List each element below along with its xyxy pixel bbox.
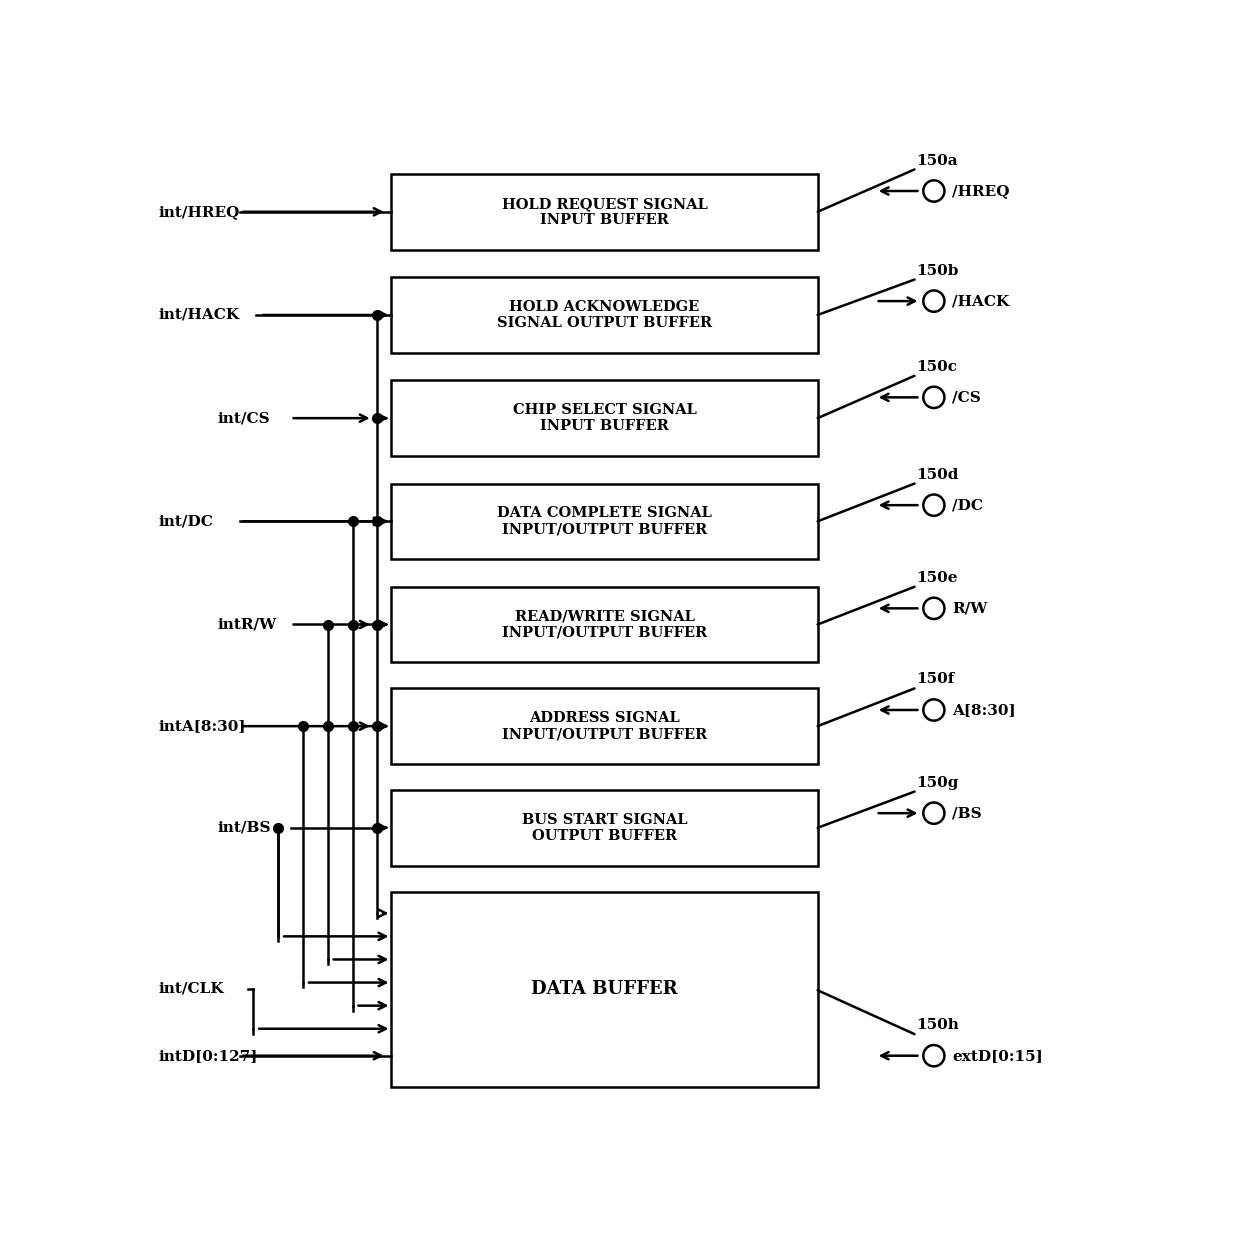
Circle shape	[924, 598, 945, 619]
Text: DATA BUFFER: DATA BUFFER	[531, 980, 678, 998]
Text: intA[8:30]: intA[8:30]	[159, 720, 247, 733]
Bar	[392, 790, 817, 866]
Text: int/DC: int/DC	[159, 515, 213, 528]
Circle shape	[924, 180, 945, 201]
Bar	[392, 688, 817, 764]
Circle shape	[924, 803, 945, 824]
Bar	[392, 483, 817, 559]
Circle shape	[924, 386, 945, 408]
Text: HOLD REQUEST SIGNAL
INPUT BUFFER: HOLD REQUEST SIGNAL INPUT BUFFER	[501, 196, 708, 226]
Text: int/HREQ: int/HREQ	[159, 205, 241, 219]
Bar	[392, 380, 817, 455]
Text: /HREQ: /HREQ	[952, 184, 1009, 198]
Text: 150g: 150g	[916, 776, 959, 790]
Text: BUS START SIGNAL
OUTPUT BUFFER: BUS START SIGNAL OUTPUT BUFFER	[522, 813, 687, 843]
Text: 150d: 150d	[916, 468, 959, 482]
Text: /HACK: /HACK	[952, 294, 1009, 308]
Bar	[392, 892, 817, 1087]
Circle shape	[924, 699, 945, 721]
Text: /DC: /DC	[952, 498, 983, 512]
Text: 150a: 150a	[916, 153, 959, 167]
Text: DATA COMPLETE SIGNAL
INPUT/OUTPUT BUFFER: DATA COMPLETE SIGNAL INPUT/OUTPUT BUFFER	[497, 506, 712, 536]
Text: 150c: 150c	[916, 360, 957, 374]
Text: HOLD ACKNOWLEDGE
SIGNAL OUTPUT BUFFER: HOLD ACKNOWLEDGE SIGNAL OUTPUT BUFFER	[497, 299, 712, 330]
Text: int/CS: int/CS	[217, 411, 269, 425]
Text: intD[0:127]: intD[0:127]	[159, 1049, 258, 1063]
Text: 150f: 150f	[916, 673, 955, 687]
Bar	[392, 174, 817, 249]
Text: A[8:30]: A[8:30]	[952, 703, 1016, 717]
Text: extD[0:15]: extD[0:15]	[952, 1049, 1043, 1063]
Text: ADDRESS SIGNAL
INPUT/OUTPUT BUFFER: ADDRESS SIGNAL INPUT/OUTPUT BUFFER	[502, 711, 707, 741]
Text: R/W: R/W	[952, 601, 987, 615]
Text: int/CLK: int/CLK	[159, 981, 224, 996]
Text: intR/W: intR/W	[217, 618, 277, 632]
Text: int/HACK: int/HACK	[159, 308, 241, 322]
Bar	[392, 586, 817, 662]
Circle shape	[924, 291, 945, 312]
Bar	[392, 277, 817, 352]
Text: /CS: /CS	[952, 390, 981, 404]
Text: 150b: 150b	[916, 264, 959, 278]
Text: 150h: 150h	[916, 1018, 960, 1033]
Text: READ/WRITE SIGNAL
INPUT/OUTPUT BUFFER: READ/WRITE SIGNAL INPUT/OUTPUT BUFFER	[502, 609, 707, 639]
Circle shape	[924, 1045, 945, 1067]
Text: 150e: 150e	[916, 571, 959, 585]
Circle shape	[924, 494, 945, 516]
Text: int/BS: int/BS	[217, 820, 270, 835]
Text: CHIP SELECT SIGNAL
INPUT BUFFER: CHIP SELECT SIGNAL INPUT BUFFER	[512, 403, 697, 433]
Text: /BS: /BS	[952, 806, 982, 820]
